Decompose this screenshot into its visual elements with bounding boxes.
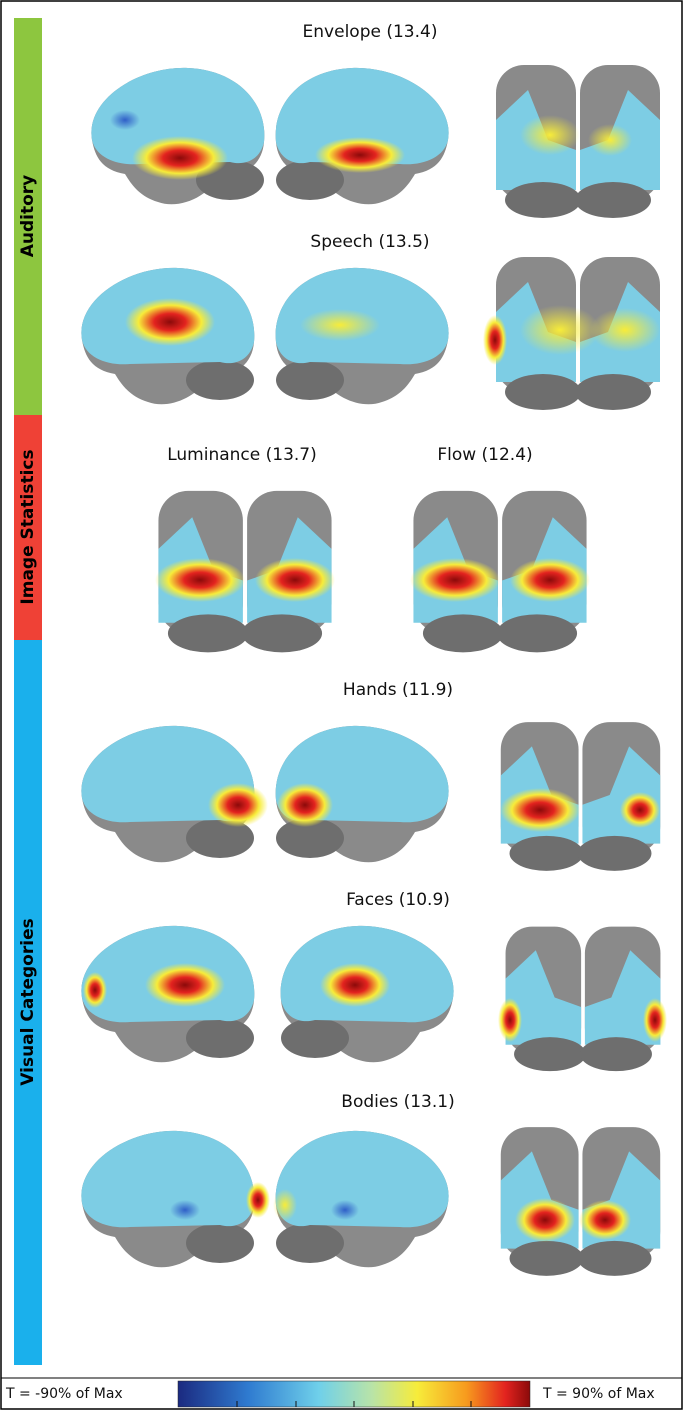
brain-front bbox=[410, 490, 590, 653]
brain-lateral-left bbox=[70, 720, 268, 862]
brain-lateral-left bbox=[80, 62, 270, 204]
sidebar-band bbox=[14, 640, 42, 1365]
brain-front bbox=[500, 722, 661, 871]
brain-lateral-right bbox=[270, 720, 460, 862]
panel-title: Faces (10.9) bbox=[346, 890, 450, 910]
brain-lateral-right bbox=[275, 920, 465, 1062]
sidebar-label: Visual Categories bbox=[18, 918, 38, 1085]
sidebar-band bbox=[14, 415, 42, 640]
sidebar-band bbox=[14, 18, 42, 415]
brain-lateral-right bbox=[270, 1125, 460, 1267]
brain-lateral-right bbox=[270, 262, 460, 404]
panel-title: Hands (11.9) bbox=[343, 680, 453, 700]
colorbar-max-label: T = 90% of Max bbox=[542, 1386, 655, 1402]
sidebar-label: Auditory bbox=[18, 175, 38, 258]
sidebar-label: Image Statistics bbox=[18, 449, 38, 604]
panel-title: Speech (13.5) bbox=[310, 232, 429, 252]
panel-title: Bodies (13.1) bbox=[341, 1092, 454, 1112]
panel-title: Luminance (13.7) bbox=[167, 445, 317, 465]
brain-front bbox=[496, 65, 660, 218]
brain-front bbox=[483, 257, 660, 410]
brain-lateral-left bbox=[70, 920, 260, 1062]
panel-title: Flow (12.4) bbox=[437, 445, 532, 465]
brain-lateral-right bbox=[270, 62, 460, 204]
brain-lateral-left bbox=[70, 1125, 270, 1267]
sidebar: Auditory Image Statistics Visual Categor… bbox=[14, 18, 42, 1365]
panel-title: Envelope (13.4) bbox=[303, 22, 438, 42]
brain-front bbox=[498, 926, 667, 1072]
colorbar-min-label: T = -90% of Max bbox=[5, 1386, 123, 1402]
brain-front bbox=[155, 490, 335, 653]
brain-front bbox=[500, 1127, 661, 1276]
brain-lateral-left bbox=[70, 262, 260, 404]
colorbar-ticks bbox=[236, 1401, 472, 1407]
